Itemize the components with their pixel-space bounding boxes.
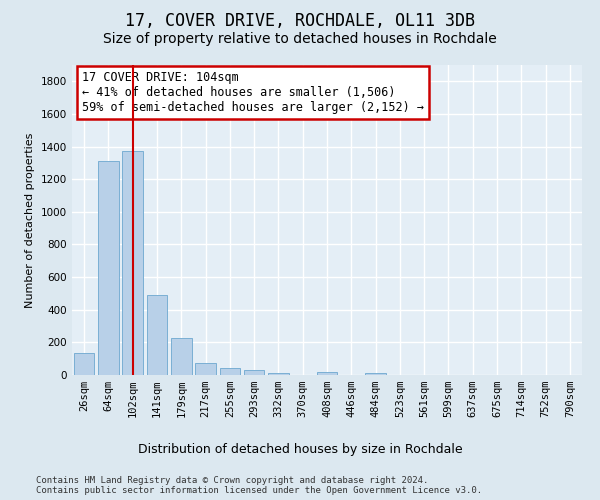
- Bar: [317, 372, 337, 375]
- Bar: [365, 372, 386, 375]
- Bar: [244, 370, 265, 375]
- Y-axis label: Number of detached properties: Number of detached properties: [25, 132, 35, 308]
- Text: 17 COVER DRIVE: 104sqm
← 41% of detached houses are smaller (1,506)
59% of semi-: 17 COVER DRIVE: 104sqm ← 41% of detached…: [82, 71, 424, 114]
- Text: Contains public sector information licensed under the Open Government Licence v3: Contains public sector information licen…: [36, 486, 482, 495]
- Bar: [146, 295, 167, 375]
- Bar: [122, 152, 143, 375]
- Text: 17, COVER DRIVE, ROCHDALE, OL11 3DB: 17, COVER DRIVE, ROCHDALE, OL11 3DB: [125, 12, 475, 30]
- Text: Distribution of detached houses by size in Rochdale: Distribution of detached houses by size …: [137, 442, 463, 456]
- Text: Contains HM Land Registry data © Crown copyright and database right 2024.: Contains HM Land Registry data © Crown c…: [36, 476, 428, 485]
- Bar: [74, 353, 94, 375]
- Bar: [268, 372, 289, 375]
- Text: Size of property relative to detached houses in Rochdale: Size of property relative to detached ho…: [103, 32, 497, 46]
- Bar: [171, 338, 191, 375]
- Bar: [220, 368, 240, 375]
- Bar: [98, 162, 119, 375]
- Bar: [195, 363, 216, 375]
